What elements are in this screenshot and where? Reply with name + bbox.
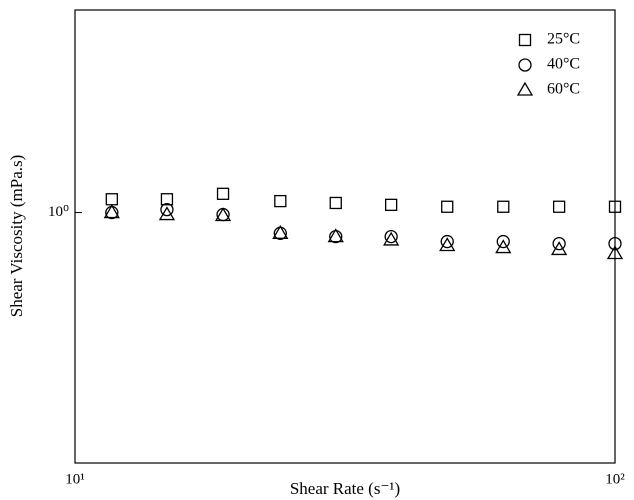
data-point [440, 234, 454, 249]
legend-label: 25°C [547, 31, 580, 48]
data-point [496, 234, 510, 249]
x-tick-label: 10² [605, 471, 625, 487]
data-point [495, 239, 512, 254]
legend-label: 40°C [547, 56, 580, 73]
data-point [441, 200, 454, 213]
data-point [329, 196, 342, 210]
data-point [550, 241, 568, 256]
data-point [383, 231, 400, 246]
legend-label: 60°C [547, 81, 580, 98]
data-point [274, 194, 287, 208]
data-point [272, 225, 289, 239]
y-axis-label: Shear Viscosity (mPa.s) [7, 155, 26, 318]
x-tick-label: 10¹ [65, 471, 85, 487]
data-point [384, 198, 398, 211]
data-point [160, 202, 174, 217]
data-point [384, 229, 398, 244]
data-point [552, 236, 566, 251]
data-point [608, 236, 622, 251]
data-point [327, 228, 344, 243]
data-point [214, 207, 232, 222]
data-point [439, 237, 456, 252]
plot-frame [74, 9, 616, 464]
legend-marker [518, 33, 532, 47]
data-point [105, 193, 118, 206]
data-point [103, 204, 120, 219]
data-point [552, 200, 566, 213]
data-point [608, 200, 622, 213]
data-point [158, 206, 176, 221]
data-point [606, 245, 624, 260]
data-point [216, 187, 230, 200]
data-point [160, 193, 174, 206]
legend-marker [516, 81, 534, 96]
x-axis-label: Shear Rate (s⁻¹) [290, 479, 400, 498]
data-point [497, 200, 510, 213]
y-tick-label: 10⁰ [48, 204, 69, 220]
legend-marker [518, 58, 532, 72]
